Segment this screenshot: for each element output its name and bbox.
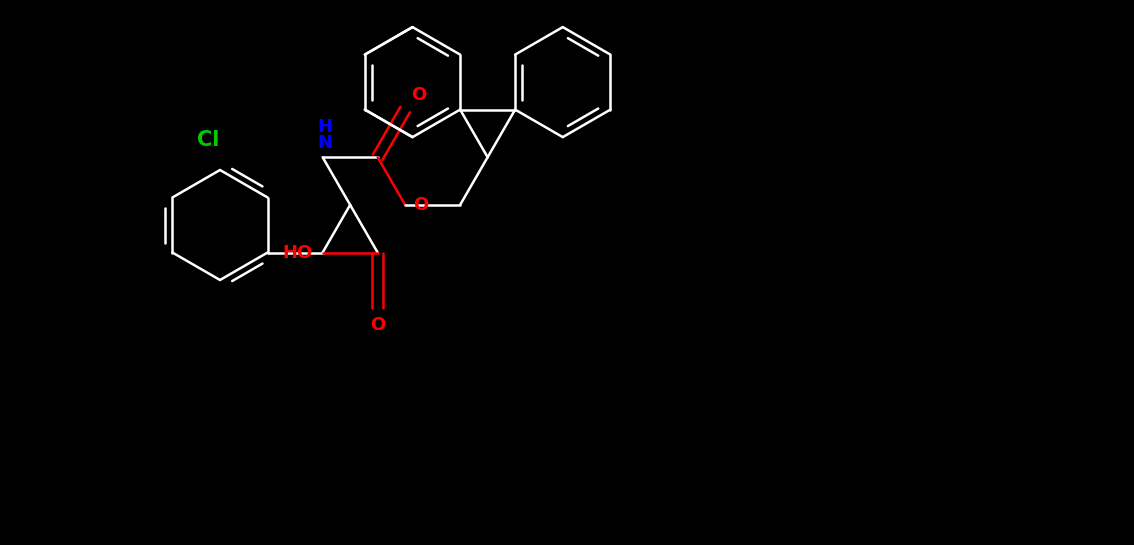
Text: O: O bbox=[370, 316, 386, 334]
Text: HO: HO bbox=[282, 244, 313, 262]
Text: O: O bbox=[412, 86, 426, 104]
Text: O: O bbox=[413, 196, 429, 214]
Text: Cl: Cl bbox=[197, 130, 219, 150]
Text: H
N: H N bbox=[318, 118, 332, 152]
